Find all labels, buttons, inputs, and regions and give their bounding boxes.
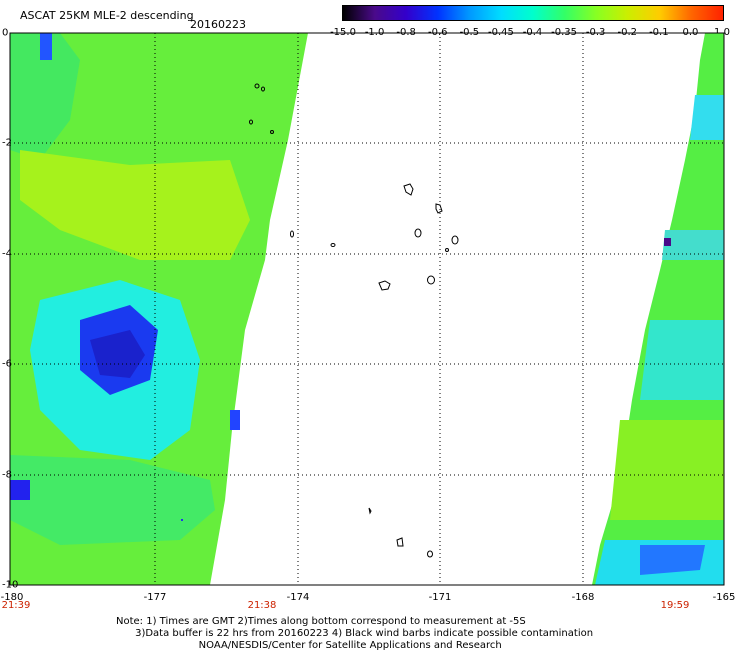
x-tick-label: -165 [712, 592, 736, 603]
island [451, 235, 459, 245]
island [368, 507, 372, 515]
x-tick-label: -177 [143, 592, 167, 603]
right-region-cyan-mid [662, 230, 724, 260]
swath-region-lower-green [10, 455, 215, 545]
right-swath [592, 33, 724, 585]
y-tick-label: -6 [2, 358, 12, 370]
swath-region-left-green [10, 33, 80, 160]
island [427, 550, 433, 558]
map-title: ASCAT 25KM MLE-2 descending [20, 9, 194, 22]
y-tick-label: -2 [2, 137, 12, 149]
y-tick-label: 0 [2, 27, 9, 39]
right-region-lime [610, 420, 724, 520]
island [254, 83, 260, 89]
note-line-2: 3)Data buffer is 22 hrs from 20160223 4)… [135, 628, 594, 639]
y-tick-label: -10 [2, 579, 19, 591]
right-region-cyan-lower [640, 320, 724, 400]
island [378, 280, 391, 291]
swath-region-deepblue [90, 330, 145, 378]
colorbar [342, 5, 724, 21]
swath-region-lime [20, 150, 250, 260]
right-spot-purple [664, 238, 671, 246]
y-tick-label: -4 [2, 248, 12, 260]
swath-spot-blue [10, 480, 30, 500]
island [330, 243, 336, 247]
data-spot [181, 519, 183, 521]
note-line-1: Note: 1) Times are GMT 2)Times along bot… [116, 616, 526, 627]
map-frame [9, 32, 725, 586]
notes: Note: 1) Times are GMT 2)Times along bot… [116, 616, 593, 652]
island [270, 130, 274, 134]
x-tick-label: -174 [286, 592, 310, 603]
time-label-left-end: 21:38 [247, 600, 277, 611]
island [414, 228, 422, 238]
x-tick-label: -180 [0, 592, 24, 603]
time-label-right: 19:59 [660, 600, 690, 611]
island [403, 183, 414, 196]
y-tick-label: -8 [2, 469, 12, 481]
island [249, 119, 253, 125]
map-date: 20160223 [190, 18, 246, 31]
x-tick-label: -168 [571, 592, 595, 603]
right-region-cyan-top [690, 95, 724, 140]
note-line-3: NOAA/NESDIS/Center for Satellite Applica… [198, 640, 502, 651]
island [435, 203, 443, 214]
x-tick-label: -171 [428, 592, 452, 603]
right-region-blue [640, 545, 705, 575]
time-label-left-start: 21:39 [1, 600, 31, 611]
island-outlines [181, 83, 459, 558]
island [445, 248, 449, 252]
island [261, 86, 265, 92]
island [396, 537, 404, 547]
island [427, 275, 435, 285]
swath-spot-edge-blue [230, 410, 240, 430]
swath-spot-top-blue [40, 33, 52, 60]
island [290, 230, 294, 238]
left-swath [10, 33, 308, 585]
lat-lon-grid [10, 33, 724, 585]
